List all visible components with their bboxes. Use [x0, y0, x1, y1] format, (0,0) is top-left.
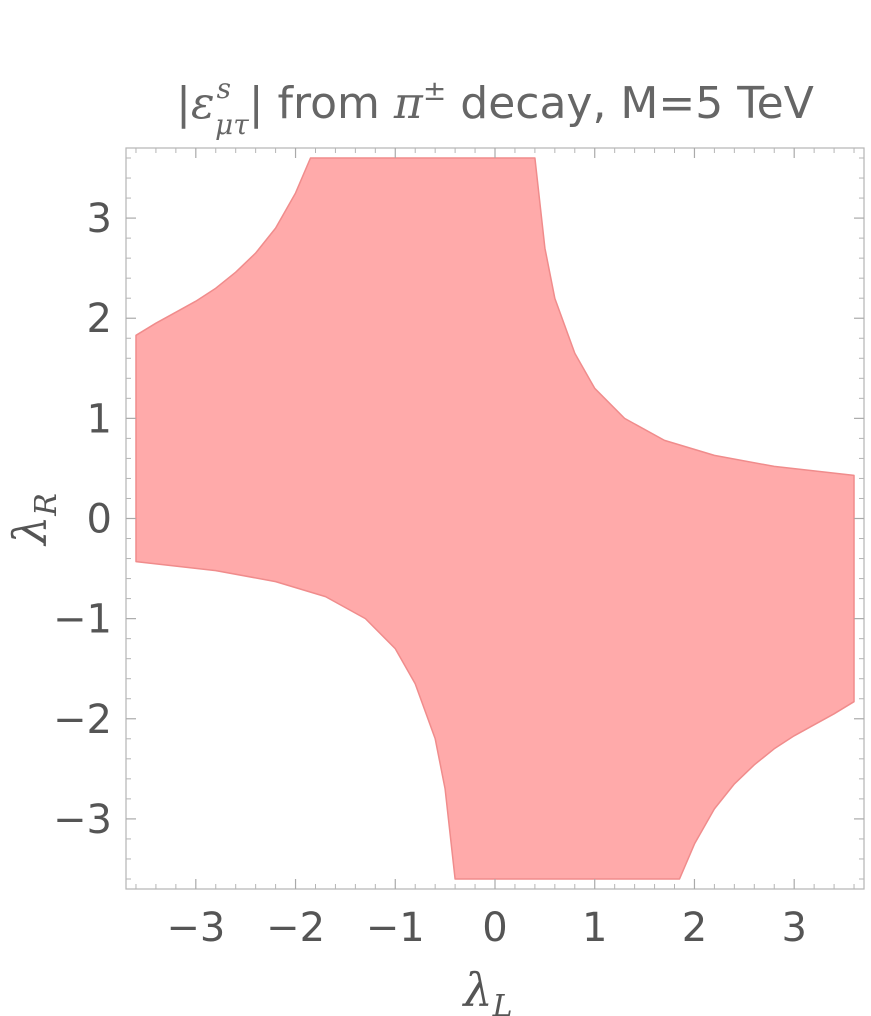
y-axis-label: λR	[3, 493, 64, 547]
y-tick-label: −3	[53, 797, 112, 843]
title-superscript: s	[217, 72, 231, 105]
title-epsilon: ε	[191, 78, 215, 129]
y-tick-label: −1	[53, 597, 112, 643]
x-tick-label: 2	[682, 905, 707, 951]
x-axis-subscript: L	[492, 989, 513, 1016]
y-tick-label: −2	[53, 697, 112, 743]
title-pi-sup: ±	[423, 74, 446, 107]
title-from: from	[264, 78, 394, 129]
title-subscript: μτ	[215, 108, 249, 141]
allowed-region	[135, 157, 855, 880]
y-tick-label: 0	[87, 497, 112, 543]
title-close-bar: |	[249, 78, 264, 129]
x-tick-label: 3	[781, 905, 806, 951]
y-tick-label: 2	[87, 296, 112, 342]
x-tick-label: −3	[166, 905, 225, 951]
title-pi: π	[393, 78, 424, 129]
x-axis-label: λL	[461, 963, 512, 1016]
x-axis-symbol: λ	[461, 963, 492, 1016]
x-tick-label: −1	[366, 905, 425, 951]
x-tick-label: −2	[266, 905, 325, 951]
y-tick-label: 3	[87, 196, 112, 242]
y-tick-label: 1	[87, 396, 112, 442]
y-axis-symbol: λ	[3, 516, 57, 547]
x-tick-label: 1	[582, 905, 607, 951]
chart-title: |εs μτ| from π± decay, M=5 TeV	[176, 72, 814, 141]
title-open-bar: |	[176, 78, 191, 129]
title-decay: decay, M=5 TeV	[446, 78, 814, 129]
plot-layer: −3 −2 −1 0 1 2 3 −3 −2 −1 0 1 2 3	[53, 147, 865, 951]
y-axis-subscript: R	[29, 493, 64, 517]
x-tick-label: 0	[482, 905, 507, 951]
